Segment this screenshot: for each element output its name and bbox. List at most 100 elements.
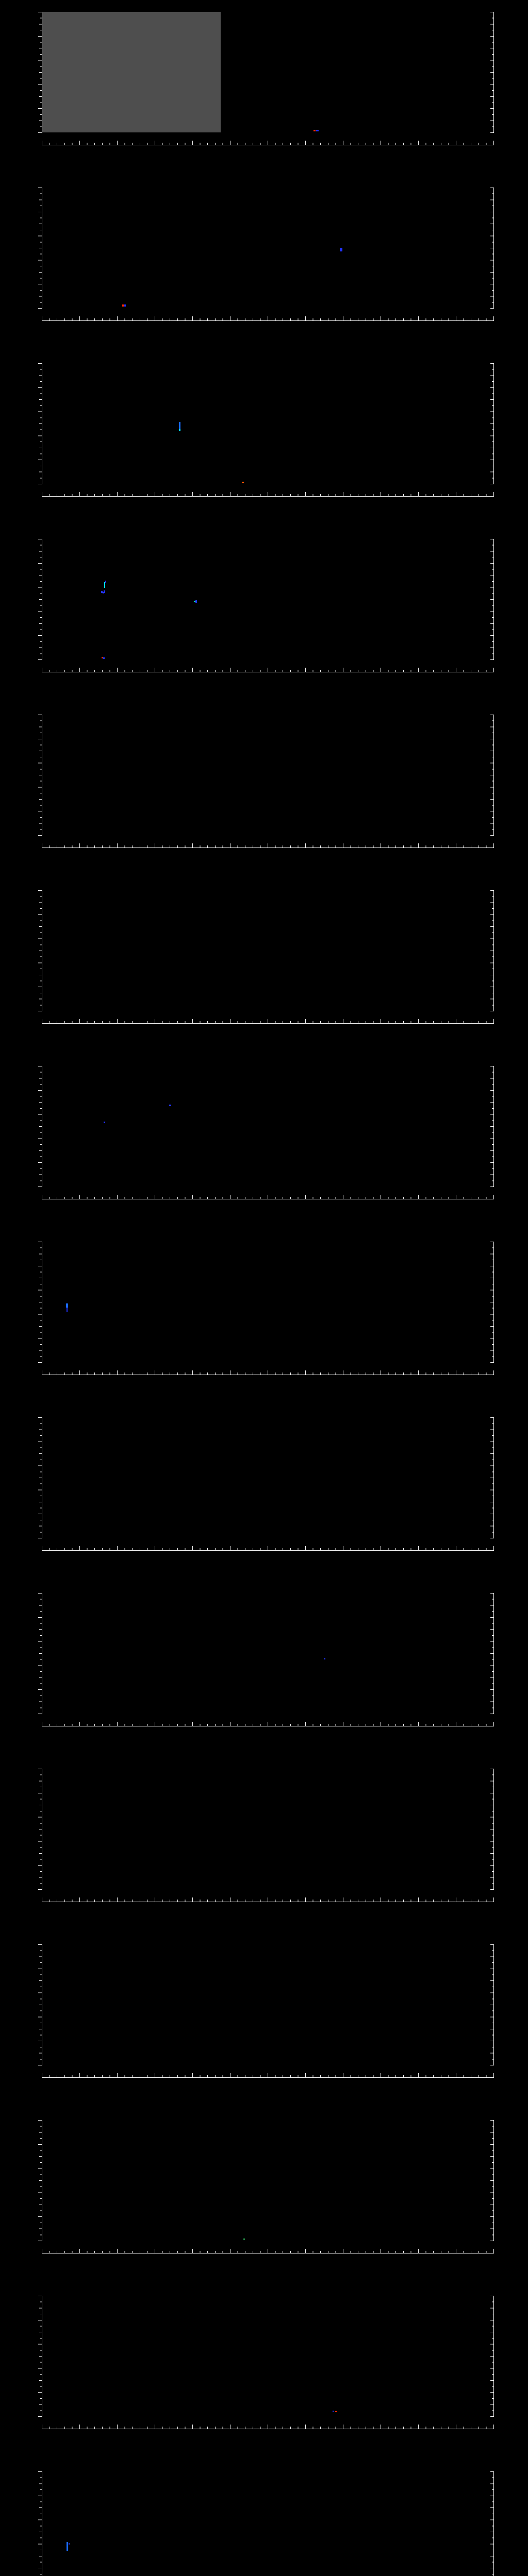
spectrogram-event [316, 130, 319, 132]
x-axis-minor-ticks [42, 845, 494, 848]
x-axis-minor-ticks [42, 494, 494, 496]
y-axis-right-minor-ticks [492, 715, 493, 836]
x-axis-minor-ticks [42, 1548, 494, 1550]
spectrogram-event [101, 590, 103, 593]
spectrogram-event [105, 581, 107, 583]
y-axis-right [493, 1242, 494, 1363]
y-axis-minor-ticks [40, 1066, 42, 1187]
spectrogram-event [314, 130, 316, 132]
x-axis [42, 2077, 494, 2078]
spectrogram-event [179, 429, 181, 431]
y-axis-right [493, 1769, 494, 1890]
x-axis-minor-ticks [42, 2075, 494, 2077]
y-axis-right-minor-ticks [492, 1593, 493, 1714]
spectrogram-event [67, 2541, 69, 2551]
y-axis-right-minor-ticks [492, 363, 493, 484]
y-axis-minor-ticks [40, 715, 42, 836]
spectrogram-event [66, 1303, 68, 1308]
x-axis-minor-ticks [42, 2427, 494, 2429]
spectrogram-event [102, 656, 103, 658]
spectrogram-event [169, 1104, 172, 1106]
spectrogram-event [332, 2411, 334, 2413]
spectrogram-panel [0, 1054, 528, 1230]
y-axis-right-minor-ticks [492, 2296, 493, 2417]
y-axis-right [493, 2296, 494, 2417]
y-axis-right [493, 188, 494, 309]
y-axis-right [493, 539, 494, 660]
spectrogram-event [179, 422, 181, 430]
y-axis-minor-ticks [40, 363, 42, 484]
spectrogram-event [124, 304, 126, 307]
y-axis-right [493, 2471, 494, 2576]
spectrogram-panel [0, 1933, 528, 2108]
x-axis-minor-ticks [42, 1724, 494, 1726]
y-axis-right-minor-ticks [492, 12, 493, 133]
y-axis-right-minor-ticks [492, 1944, 493, 2065]
x-axis-minor-ticks [42, 670, 494, 672]
x-axis-minor-ticks [42, 318, 494, 320]
spectrogram-event [243, 2238, 245, 2240]
y-axis-right [493, 890, 494, 1011]
y-axis-minor-ticks [40, 2120, 42, 2241]
y-axis-minor-ticks [40, 2296, 42, 2417]
y-axis-right [493, 363, 494, 484]
spectrogram-event [68, 2543, 70, 2545]
y-axis-minor-ticks [40, 12, 42, 133]
spectrogram-event [335, 2411, 338, 2413]
spectrogram-event [193, 600, 195, 603]
x-axis-minor-ticks [42, 1021, 494, 1023]
y-axis-right-minor-ticks [492, 188, 493, 309]
y-axis-right [493, 1066, 494, 1187]
spectrogram-panel [0, 351, 528, 527]
y-axis-right-minor-ticks [492, 890, 493, 1011]
y-axis-minor-ticks [40, 1242, 42, 1363]
spectrogram-event [340, 248, 342, 252]
y-axis-right [493, 715, 494, 836]
spectrogram-event [104, 590, 106, 593]
y-axis-right [493, 1944, 494, 2065]
y-axis-right-minor-ticks [492, 539, 493, 660]
spectrogram-panel [0, 0, 528, 176]
spectrogram-event [102, 591, 104, 594]
y-axis-minor-ticks [40, 1417, 42, 1538]
spectrogram-panel [0, 703, 528, 878]
spectrogram-event [104, 1121, 106, 1123]
y-axis-right [493, 1593, 494, 1714]
y-axis-minor-ticks [40, 1944, 42, 2065]
spectrogram-panel [0, 1757, 528, 1933]
x-axis-minor-ticks [42, 1197, 494, 1199]
x-axis [42, 1023, 494, 1024]
y-axis-minor-ticks [40, 2471, 42, 2576]
y-axis-minor-ticks [40, 1769, 42, 1890]
y-axis-minor-ticks [40, 539, 42, 660]
x-axis-minor-ticks [42, 1372, 494, 1375]
x-axis [42, 320, 494, 321]
spectrogram-event [104, 582, 106, 588]
spectrogram-panel [0, 2460, 528, 2576]
no-data-region [42, 12, 221, 132]
y-axis-right-minor-ticks [492, 1769, 493, 1890]
spectrogram-panel [0, 2284, 528, 2460]
spectrogram-panel [0, 1581, 528, 1757]
spectrogram-event [67, 1308, 68, 1312]
spectrogram-panel [0, 527, 528, 703]
x-axis-minor-ticks [42, 143, 494, 145]
spectrogram-event [122, 304, 124, 307]
spectrogram-panel [0, 1405, 528, 1581]
y-axis-right-minor-ticks [492, 1066, 493, 1187]
spectrogram-panel [0, 878, 528, 1054]
spectrogram-event [324, 1657, 326, 1659]
y-axis-right-minor-ticks [492, 1417, 493, 1538]
y-axis-right-minor-ticks [492, 2471, 493, 2576]
y-axis-right [493, 2120, 494, 2241]
spectrogram-event [103, 657, 105, 659]
y-axis-right [493, 1417, 494, 1538]
spectrogram-event [195, 600, 197, 603]
spectrogram-panel [0, 1230, 528, 1405]
x-axis-minor-ticks [42, 1900, 494, 1902]
spectrogram-panel [0, 2108, 528, 2284]
x-axis-minor-ticks [42, 2251, 494, 2253]
x-axis [42, 496, 494, 497]
y-axis-right [493, 12, 494, 133]
